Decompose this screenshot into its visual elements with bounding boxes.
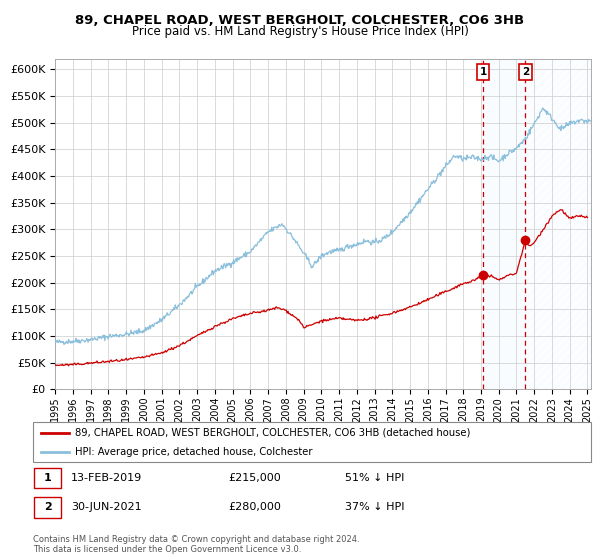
Text: Contains HM Land Registry data © Crown copyright and database right 2024.
This d: Contains HM Land Registry data © Crown c… [33,535,359,554]
Text: 30-JUN-2021: 30-JUN-2021 [71,502,142,512]
Text: 51% ↓ HPI: 51% ↓ HPI [346,473,405,483]
Text: 13-FEB-2019: 13-FEB-2019 [71,473,142,483]
Text: £280,000: £280,000 [229,502,281,512]
Bar [34,468,61,488]
Text: £215,000: £215,000 [229,473,281,483]
Bar [483,59,526,389]
Text: 89, CHAPEL ROAD, WEST BERGHOLT, COLCHESTER, CO6 3HB: 89, CHAPEL ROAD, WEST BERGHOLT, COLCHEST… [76,14,524,27]
Text: 37% ↓ HPI: 37% ↓ HPI [346,502,405,512]
Text: 89, CHAPEL ROAD, WEST BERGHOLT, COLCHESTER, CO6 3HB (detached house): 89, CHAPEL ROAD, WEST BERGHOLT, COLCHEST… [75,428,470,438]
Text: 2: 2 [522,67,529,77]
Text: 2: 2 [44,502,52,512]
Text: 1: 1 [44,473,52,483]
Text: 1: 1 [479,67,487,77]
Bar [34,497,61,517]
Bar [526,59,591,389]
Text: Price paid vs. HM Land Registry's House Price Index (HPI): Price paid vs. HM Land Registry's House … [131,25,469,38]
Text: HPI: Average price, detached house, Colchester: HPI: Average price, detached house, Colc… [75,447,313,457]
